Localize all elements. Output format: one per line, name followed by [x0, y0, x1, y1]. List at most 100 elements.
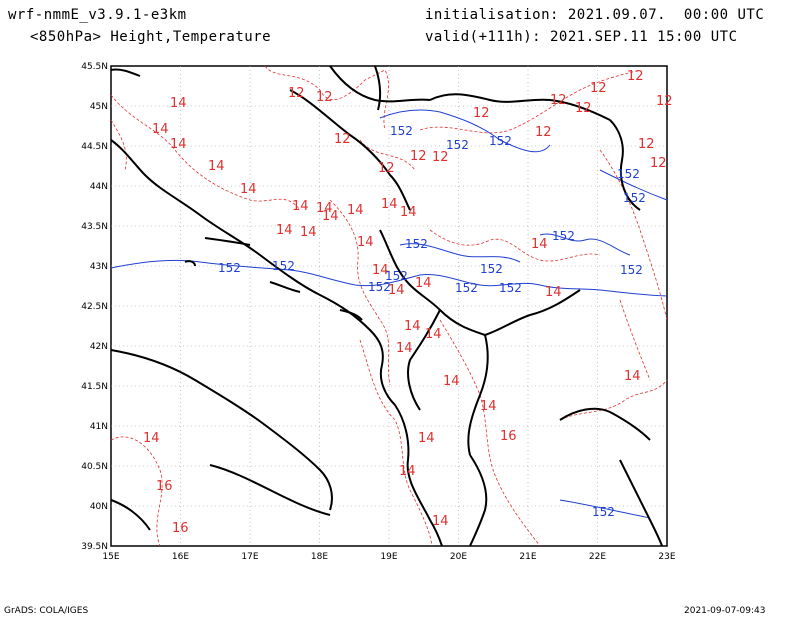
latitude-tick-label: 43N [90, 262, 108, 272]
latitude-tick-label: 42N [90, 342, 108, 352]
model-title: wrf-nmmE_v3.9.1-e3km [8, 7, 187, 23]
longitude-tick-label: 22E [589, 552, 606, 562]
temperature-contour-label: 14 [545, 285, 562, 300]
temperature-contour-label: 16 [500, 429, 517, 444]
temperature-contour-label: 12 [378, 161, 395, 176]
temperature-contour-label: 14 [400, 205, 417, 220]
temperature-contour-label: 14 [292, 199, 309, 214]
temperature-contour-label: 14 [399, 464, 416, 479]
temperature-contour-label: 14 [381, 197, 398, 212]
temperature-contour-label: 12 [638, 137, 655, 152]
latitude-tick-label: 43.5N [81, 222, 108, 232]
latitude-axis: 45.5N 45N 44.5N 44N 43.5N 43N 42.5N 42N 41.5N 41N… [81, 62, 108, 552]
longitude-tick-label: 23E [658, 552, 675, 562]
temperature-contour-label: 14 [415, 276, 432, 291]
field-description: <850hPa> Height,Temperature [30, 29, 272, 45]
longitude-tick-label: 18E [311, 552, 328, 562]
height-contour-label: 152 [405, 237, 428, 251]
temperature-contour-label: 14 [170, 96, 187, 111]
temperature-contour-label: 14 [418, 431, 435, 446]
height-contour-label: 152 [552, 229, 575, 243]
render-timestamp: 2021-09-07-09:43 [684, 606, 766, 616]
temperature-contour-label: 12 [316, 90, 333, 105]
temperature-contour-label: 12 [650, 156, 667, 171]
graticule [111, 66, 667, 546]
grads-credit: GrADS: COLA/IGES [4, 606, 89, 616]
latitude-tick-label: 41.5N [81, 382, 108, 392]
temperature-contour-label: 12 [535, 125, 552, 140]
latitude-tick-label: 39.5N [81, 542, 108, 552]
height-contour-label: 152 [385, 269, 408, 283]
height-contour-label: 152 [446, 138, 469, 152]
temperature-contour-label: 14 [372, 263, 389, 278]
height-contour-label: 152 [218, 261, 241, 275]
longitude-tick-label: 21E [519, 552, 536, 562]
longitude-tick-label: 20E [450, 552, 467, 562]
temperature-contour-label: 12 [288, 86, 305, 101]
height-contour-label: 152 [480, 262, 503, 276]
longitude-tick-label: 19E [380, 552, 397, 562]
coastlines-and-borders [110, 65, 663, 547]
latitude-tick-label: 45N [90, 102, 108, 112]
height-contour-label: 152 [592, 505, 615, 519]
temperature-contour-label: 14 [322, 209, 339, 224]
temperature-contour-label: 12 [575, 101, 592, 116]
latitude-tick-label: 42.5N [81, 302, 108, 312]
temperature-contour-label: 14 [396, 341, 413, 356]
temperature-contour-label: 14 [388, 283, 405, 298]
temperature-labels: 12 12121212121212121212121212121414141414… [143, 69, 673, 536]
temperature-contour-label: 16 [172, 521, 189, 536]
height-contour-label: 152 [272, 259, 295, 273]
temperature-contour-label: 12 [334, 132, 351, 147]
height-contour-label: 152 [390, 124, 413, 138]
longitude-tick-label: 15E [102, 552, 119, 562]
temperature-isolines [110, 65, 668, 547]
height-contour-label: 152 [499, 281, 522, 295]
latitude-tick-label: 40.5N [81, 462, 108, 472]
latitude-tick-label: 45.5N [81, 62, 108, 72]
latitude-tick-label: 41N [90, 422, 108, 432]
longitude-tick-label: 17E [241, 552, 258, 562]
temperature-contour-label: 12 [590, 81, 607, 96]
temperature-contour-label: 14 [425, 327, 442, 342]
temperature-contour-label: 14 [276, 223, 293, 238]
latitude-tick-label: 40N [90, 502, 108, 512]
height-isolines [110, 109, 668, 519]
temperature-contour-label: 14 [170, 137, 187, 152]
temperature-contour-label: 14 [432, 514, 449, 529]
height-contour-label: 152 [623, 191, 646, 205]
temperature-contour-label: 14 [443, 374, 460, 389]
temperature-contour-label: 14 [624, 369, 641, 384]
temperature-contour-label: 14 [316, 201, 333, 216]
temperature-contour-label: 14 [357, 235, 374, 250]
temperature-contour-label: 14 [240, 182, 257, 197]
longitude-axis: 15E 16E 17E 18E 19E 20E 21E 22E 23E [102, 552, 675, 562]
temperature-contour-label: 12 [473, 106, 490, 121]
temperature-contour-label: 14 [404, 319, 421, 334]
temperature-contour-label: 12 [432, 150, 449, 165]
temperature-contour-label: 12 [410, 149, 427, 164]
temperature-contour-label: 14 [152, 122, 169, 137]
temperature-contour-label: 12 [627, 69, 644, 84]
height-contour-label: 152 [368, 280, 391, 294]
temperature-contour-label: 14 [208, 159, 225, 174]
valid-time: valid(+111h): 2021.SEP.11 15:00 UTC [425, 29, 738, 45]
height-contour-label: 152 [455, 281, 478, 295]
latitude-tick-label: 44N [90, 182, 108, 192]
height-contour-label: 152 [617, 167, 640, 181]
height-contour-label: 152 [489, 134, 512, 148]
initialisation-time: initialisation: 2021.09.07. 00:00 UTC [425, 7, 765, 23]
temperature-contour-label: 14 [143, 431, 160, 446]
height-contour-label: 152 [620, 263, 643, 277]
latitude-tick-label: 44.5N [81, 142, 108, 152]
temperature-contour-label: 14 [531, 237, 548, 252]
temperature-contour-label: 14 [300, 225, 317, 240]
temperature-contour-label: 12 [550, 93, 567, 108]
temperature-contour-label: 14 [480, 399, 497, 414]
temperature-contour-label: 12 [656, 94, 673, 109]
temperature-contour-label: 16 [156, 479, 173, 494]
longitude-tick-label: 16E [172, 552, 189, 562]
temperature-contour-label: 14 [347, 203, 364, 218]
